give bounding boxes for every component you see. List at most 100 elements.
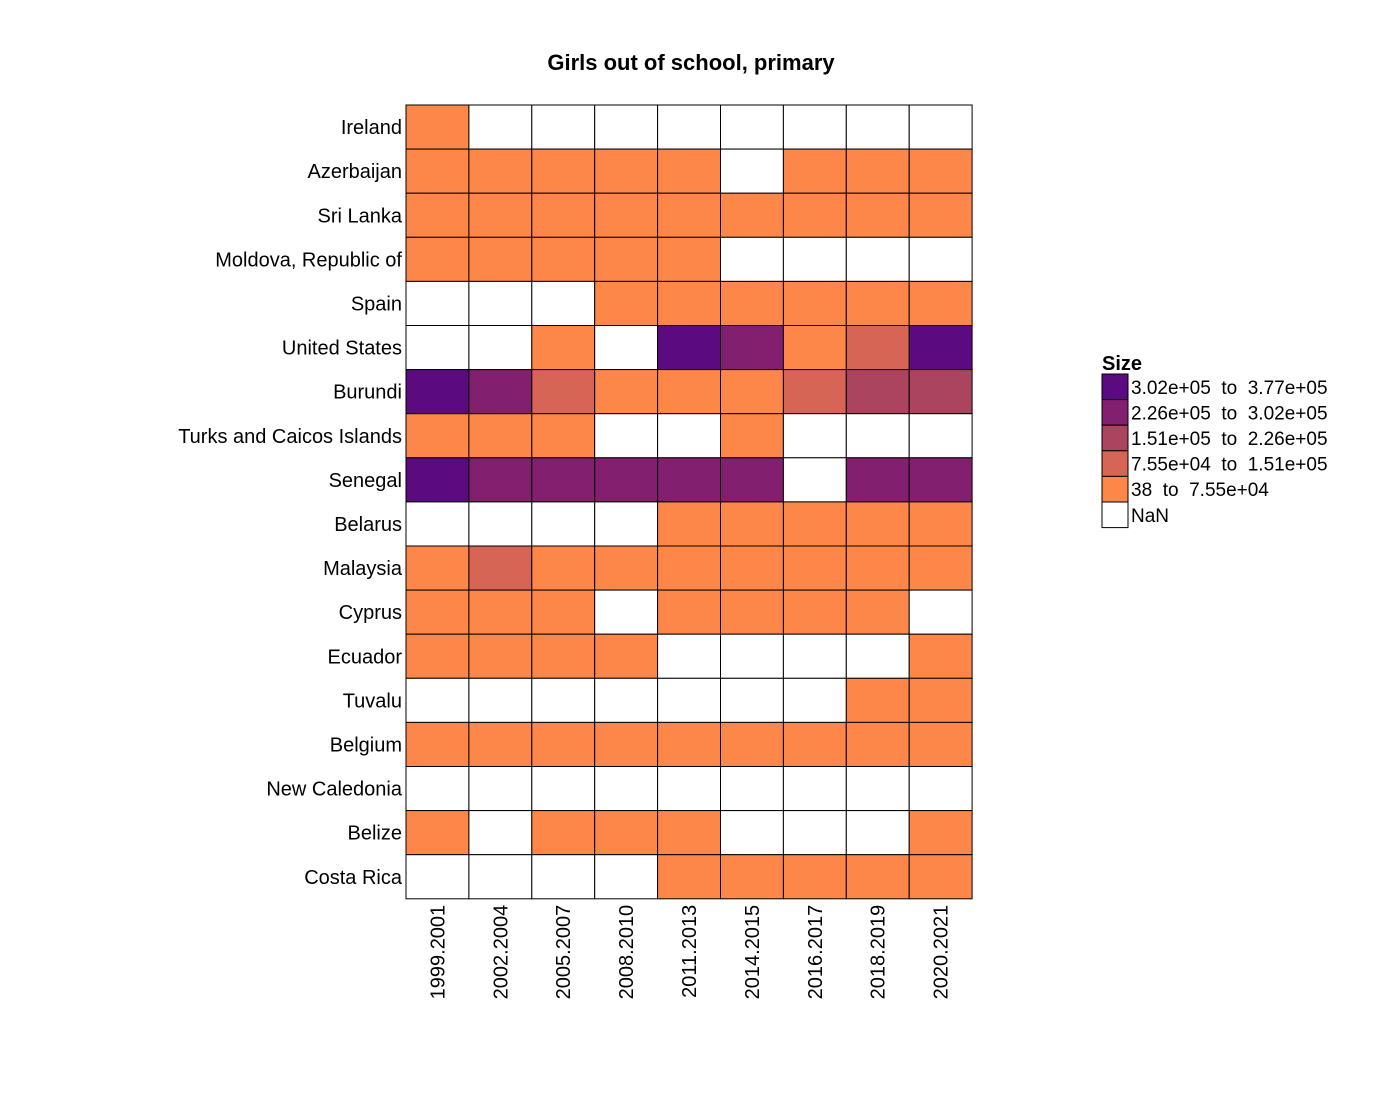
heatmap-cell — [594, 280, 659, 326]
heatmap-cell — [782, 721, 847, 768]
heatmap-cell — [908, 545, 973, 591]
heatmap-cell — [845, 236, 910, 282]
heatmap-cell — [845, 148, 910, 194]
heatmap-cell — [594, 148, 659, 194]
heatmap-cell — [594, 369, 659, 415]
row-label: Spain — [351, 293, 402, 315]
heatmap-cell — [720, 192, 784, 238]
heatmap-cell — [531, 325, 596, 371]
heatmap-cell — [468, 413, 533, 459]
heatmap-cell — [908, 104, 973, 150]
heatmap-cell — [720, 413, 784, 459]
heatmap-cell — [657, 148, 721, 194]
heatmap-cell — [594, 236, 659, 282]
heatmap-cell — [405, 589, 470, 635]
legend-swatch — [1101, 399, 1129, 426]
heatmap-cell — [657, 192, 721, 238]
heatmap-cell — [594, 104, 659, 150]
heatmap-cell — [720, 633, 784, 679]
legend-title: Size — [1102, 353, 1142, 375]
row-label: Azerbaijan — [307, 161, 402, 183]
heatmap-cell — [782, 325, 847, 371]
legend-swatch — [1101, 501, 1129, 529]
heatmap-cell — [468, 589, 533, 635]
heatmap-cell — [468, 369, 533, 415]
heatmap-cell — [594, 413, 659, 459]
heatmap-cell — [657, 545, 721, 591]
legend-label: 2.26e+05 to 3.02e+05 — [1131, 403, 1328, 424]
heatmap-cell — [908, 236, 973, 282]
heatmap-cell — [405, 721, 470, 768]
heatmap-cell — [405, 854, 470, 900]
heatmap-cell — [908, 413, 973, 459]
heatmap-cell — [594, 545, 659, 591]
heatmap-cell — [845, 633, 910, 679]
heatmap-cell — [594, 766, 659, 812]
heatmap-cell — [531, 633, 596, 679]
heatmap-cell — [782, 501, 847, 547]
heatmap-cell — [468, 677, 533, 723]
heatmap-cell — [468, 192, 533, 238]
heatmap-cell — [720, 325, 784, 371]
heatmap-cell — [845, 766, 910, 812]
heatmap-cell — [657, 280, 721, 326]
row-label: Belize — [348, 823, 402, 845]
heatmap-cell — [594, 192, 659, 238]
heatmap-cell — [405, 501, 470, 547]
heatmap-cell — [782, 280, 847, 326]
heatmap-cell — [594, 501, 659, 547]
heatmap-cell — [405, 413, 470, 459]
row-label: Ireland — [341, 117, 402, 139]
heatmap-cell — [531, 104, 596, 150]
heatmap-cell — [845, 589, 910, 635]
heatmap-cell — [468, 766, 533, 812]
heatmap-cell — [405, 325, 470, 371]
heatmap-cell — [720, 457, 784, 503]
heatmap-cell — [782, 457, 847, 503]
row-label: Cyprus — [339, 602, 402, 624]
heatmap-cells — [405, 104, 973, 900]
heatmap-cell — [468, 721, 533, 768]
column-label: 2002.2004 — [490, 905, 512, 1000]
column-label: 2008.2010 — [616, 905, 638, 1000]
heatmap-cell — [782, 810, 847, 856]
heatmap-cell — [845, 501, 910, 547]
heatmap-cell — [405, 104, 470, 150]
heatmap-cell — [657, 369, 721, 415]
column-labels: 1999.2001 2002.2004 2005.2007 2008.2010 2011… — [427, 905, 952, 1000]
heatmap-cell — [594, 633, 659, 679]
heatmap-cell — [468, 280, 533, 326]
heatmap-cell — [782, 192, 847, 238]
heatmap-cell — [531, 280, 596, 326]
heatmap-cell — [405, 457, 470, 503]
heatmap-cell — [845, 854, 910, 900]
heatmap-cell — [782, 589, 847, 635]
row-labels: Ireland Azerbaijan Sri Lanka Moldova, Repub… — [178, 117, 403, 889]
column-label: 1999.2001 — [427, 905, 449, 1000]
heatmap-cell — [720, 589, 784, 635]
heatmap-cell — [845, 192, 910, 238]
legend-swatch — [1101, 373, 1129, 401]
row-label: Tuvalu — [343, 690, 402, 712]
heatmap-cell — [531, 810, 596, 856]
heatmap-cell — [782, 236, 847, 282]
heatmap-cell — [845, 280, 910, 326]
row-label: Burundi — [333, 382, 402, 404]
column-label: 2005.2007 — [553, 905, 575, 1000]
heatmap-cell — [908, 810, 973, 856]
heatmap-cell — [845, 325, 910, 371]
heatmap-cell — [908, 589, 973, 635]
heatmap-cell — [468, 633, 533, 679]
heatmap-cell — [531, 766, 596, 812]
heatmap-cell — [531, 677, 596, 723]
heatmap-cell — [908, 369, 973, 415]
heatmap-cell — [720, 854, 784, 900]
row-label: Belgium — [330, 734, 402, 756]
heatmap-cell — [720, 148, 784, 194]
heatmap-cell — [405, 545, 470, 591]
heatmap-cell — [531, 192, 596, 238]
heatmap-cell — [720, 721, 784, 768]
row-label: Sri Lanka — [318, 205, 403, 227]
heatmap-cell — [908, 501, 973, 547]
heatmap-cell — [657, 721, 721, 768]
